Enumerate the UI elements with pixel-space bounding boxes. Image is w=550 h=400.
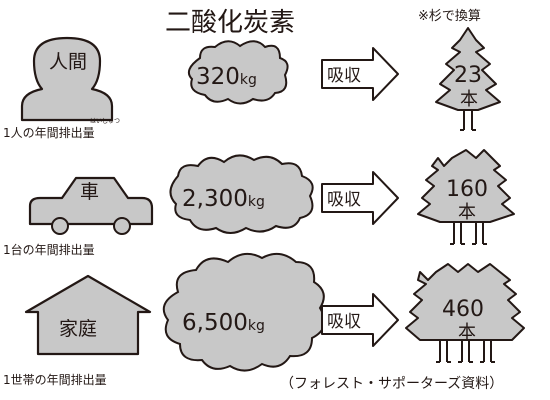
tree-icon-household (405, 263, 525, 363)
absorb-arrow-person (321, 47, 399, 101)
row-household: 家庭 1世帯の年間排出量 6,500kg 吸収 460 本 (3, 252, 525, 387)
absorb-label-car: 吸収 (327, 190, 361, 210)
person-label: 人間 (49, 51, 87, 73)
house-caption: 1世帯の年間排出量 (3, 373, 107, 387)
tree-count-person: 23 (454, 63, 482, 88)
tree-unit-person: 本 (460, 89, 478, 110)
absorb-label-person: 吸収 (327, 66, 361, 86)
car-icon (28, 176, 154, 235)
absorb-label-household: 吸収 (327, 312, 361, 332)
conversion-note: ※杉で換算 (418, 9, 481, 24)
tree-icon-person (435, 27, 501, 131)
co2-value-person: 320kg (196, 64, 257, 90)
source-credit: （フォレスト・サポーターズ資料） (280, 376, 503, 392)
diagram-title: 二酸化炭素 (165, 8, 295, 38)
tree-count-car: 160 (446, 177, 488, 202)
absorb-arrow-household (321, 293, 399, 347)
co2-cloud-car (169, 154, 314, 234)
tree-unit-car: 本 (458, 202, 476, 223)
tree-count-household: 460 (442, 297, 484, 322)
co2-cloud-household (162, 252, 326, 372)
person-icon (20, 36, 114, 122)
car-caption: 1台の年間排出量 (3, 242, 95, 257)
co2-value-household: 6,500kg (182, 310, 265, 336)
co2-cloud-person (187, 40, 289, 105)
house-icon (24, 274, 152, 356)
house-label: 家庭 (59, 318, 97, 340)
absorb-arrow-car (321, 171, 399, 225)
person-caption-ruby: はいしゅつ (90, 118, 120, 125)
tree-icon-car (417, 149, 515, 245)
car-label: 車 (80, 181, 99, 203)
person-caption: 1人の年間排出量 (3, 126, 95, 140)
co2-value-car: 2,300kg (182, 186, 265, 212)
tree-unit-household: 本 (458, 322, 476, 343)
row-person: 人間 はいしゅつ 1人の年間排出量 320kg 吸収 23 本 (3, 27, 501, 140)
row-car: 車 1台の年間排出量 2,300kg 吸収 160 本 (3, 149, 515, 257)
